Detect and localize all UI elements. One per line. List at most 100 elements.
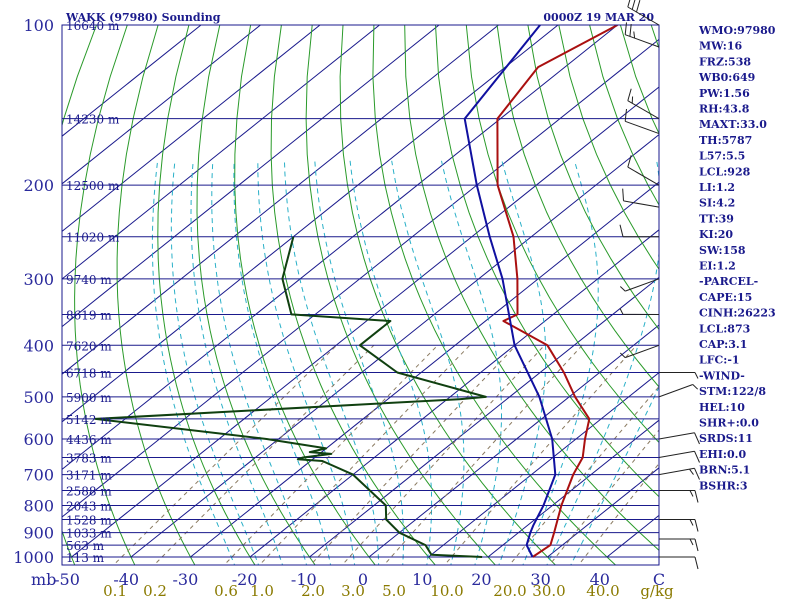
mixing-ratio-line [341,344,545,565]
plot-frame [61,24,660,566]
height-label: 3171 m [66,469,112,483]
wind-barb-flag [694,556,699,570]
moist-adiabat-line [570,385,659,565]
height-label: 6718 m [66,367,112,381]
moist-adiabat-line [170,160,260,565]
dry-adiabat-line [372,25,617,565]
wind-barb-staff [625,34,660,48]
isotherm-line [249,229,659,558]
isotherm-line [547,467,659,558]
mixing-ratio-line [112,344,338,565]
wind-barb-flag [694,538,699,552]
mixing-ratio-line [383,344,583,565]
wind-barb-staff [625,344,660,359]
wind-barb-flag [694,490,699,503]
isotherm-line [487,419,659,558]
moist-adiabat-line [522,160,599,565]
index-value: TH:5787 [699,134,752,147]
moist-adiabat-line [211,160,308,565]
moist-adiabat-line [441,160,502,565]
index-value: MAXT:33.0 [699,118,767,131]
dry-adiabat-line [465,25,659,444]
wind-barb-flag [619,352,626,358]
dry-adiabat-line [527,25,659,331]
wind-barb-flag [619,224,624,237]
wind-barb-flag [636,0,641,13]
pressure-label: 100 [23,16,54,35]
wind-barb-staff [658,384,693,398]
isotherm-line [368,324,659,558]
index-value: WB0:649 [698,71,755,84]
index-value: HEL:10 [699,401,745,414]
height-label: 9740 m [66,273,112,287]
index-value: -WIND- [699,369,745,382]
index-value: LCL:873 [699,322,750,335]
index-value: KI:20 [699,228,733,241]
moist-adiabat-line [190,160,284,565]
index-value: SW:158 [699,244,746,257]
wind-barb-flag [619,308,624,315]
dry-adiabat-line [558,25,659,271]
wind-barb-flag [694,450,700,463]
pressure-label: 900 [23,524,54,543]
wind-barb-flag [633,31,636,39]
wind-barb-flag [631,0,636,10]
height-label: 1528 m [66,514,112,528]
profile-lines [94,25,618,558]
temperature-tick-label: C [653,570,665,589]
isotherm-line [428,371,659,558]
isotherm-line [62,25,261,185]
dry-adiabat-line [435,25,659,498]
height-label: 11020 m [66,231,120,245]
chart-datetime: 0000Z 19 MAR 20 [543,11,654,24]
isotherm-line [62,25,559,423]
height-label: 16640 m [66,19,120,33]
height-label: 14230 m [66,113,120,127]
wind-barb-flag [694,468,700,480]
moist-adiabat-line [257,160,356,565]
isobars [62,24,659,558]
index-value: BRN:5.1 [699,464,750,477]
mixing-ratio-line [223,344,439,565]
pressure-labels: 100 200 300 400 500 600 700 800 900 1000 mb [13,16,56,589]
height-label: 113 m [66,551,105,565]
mixing-ratio-label: 0.2 [143,582,167,600]
pressure-label: 800 [23,496,54,515]
moist-adiabat-line [314,160,404,565]
wind-barb-flag [627,155,632,168]
index-value: CAP:3.1 [699,338,747,351]
wind-barb-flag [689,468,694,475]
index-value: L57:5.5 [699,150,745,163]
moist-adiabat-line [283,160,380,565]
height-label: 563 m [66,539,105,553]
mixing-ratio-line [153,344,375,565]
wind-barb-flag [694,372,699,379]
temperature-tick-label: 20 [471,570,491,589]
pressure-label: 500 [23,388,54,407]
index-value: LCL:928 [699,165,751,178]
index-value: SRDS:11 [699,432,753,445]
wind-barb-flag [619,286,626,292]
dry-adiabat-line [305,25,497,565]
wind-barb-flag [627,0,631,8]
wind-barb-staff [658,450,695,458]
dry-adiabat-line [339,25,557,565]
dry-adiabat-line [234,25,376,565]
mixing-ratio-line [309,344,517,565]
isotherm-line [71,86,659,558]
isotherm-line [62,38,659,518]
temperature-tick-label: -40 [113,570,139,589]
height-labels: 16640 m 14230 m 12500 m 11020 m 9740 m 8619 m… [66,19,120,565]
wind-barb-flag [689,519,694,526]
mixing-ratio-label: 0.6 [214,582,238,600]
isotherm-line [62,25,202,137]
mixing-ratio-label: 20.0 [493,582,526,600]
temperature-tick-label: 10 [412,570,432,589]
mixing-ratio-label: g/kg [640,582,674,600]
temperature-tick-label: 30 [530,570,550,589]
mixing-ratio-label: 5.0 [382,582,406,600]
index-value: SI:4.2 [699,197,735,210]
index-value: -PARCEL- [699,275,758,288]
index-value: STM:122/8 [699,385,766,398]
